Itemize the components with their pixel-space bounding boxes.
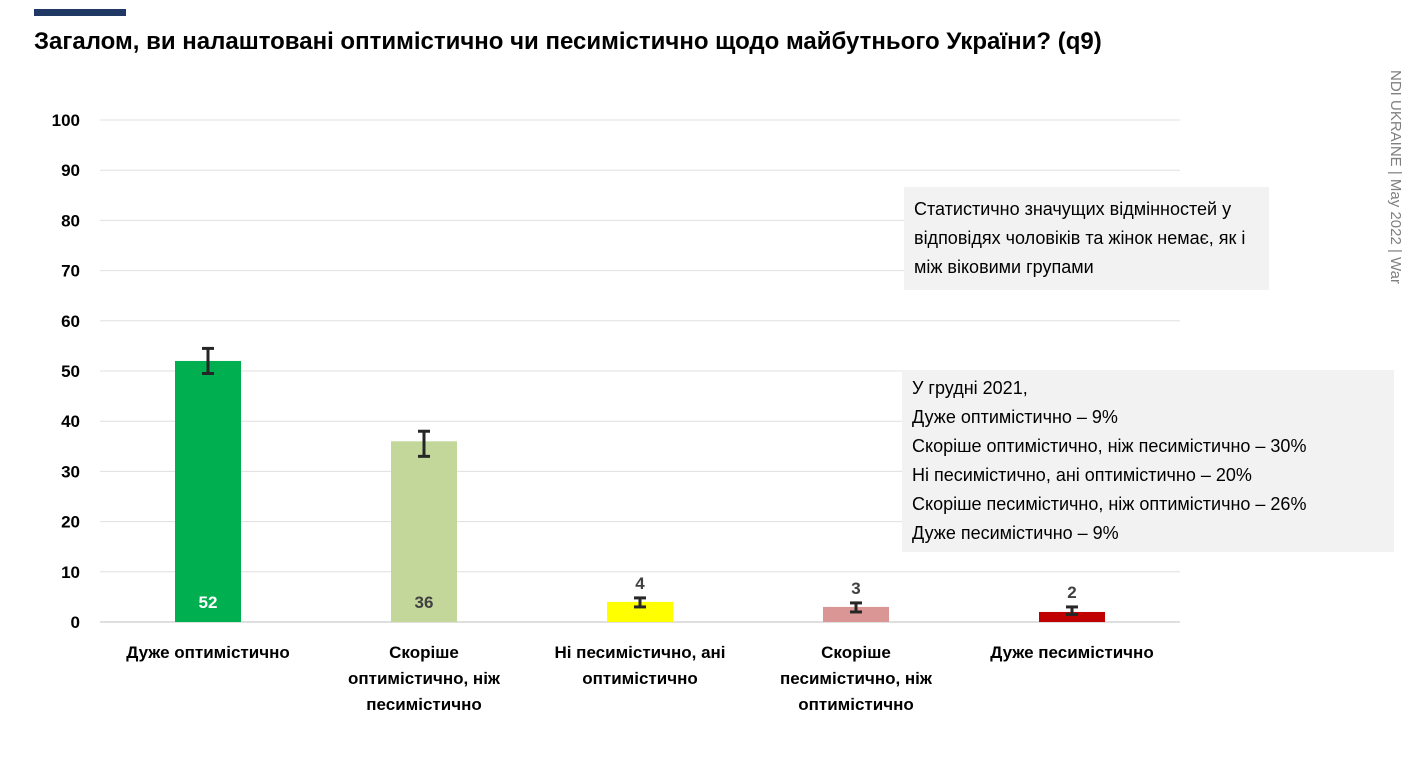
x-tick-label: Скоріше оптимістично, ніж песимістично xyxy=(348,643,500,714)
side-note: NDI UKRAINE | May 2022 | War xyxy=(1387,70,1403,284)
accent-bar xyxy=(34,9,126,16)
bar xyxy=(607,601,673,622)
y-tick-label: 0 xyxy=(71,613,80,632)
y-tick-label: 20 xyxy=(61,513,80,532)
december-2021-note: У грудні 2021, Дуже оптимістично – 9% Скор… xyxy=(902,370,1394,552)
bar xyxy=(175,360,241,622)
significance-note: Статистично значущих відмінностей у відп… xyxy=(904,187,1269,290)
note-line: Дуже песимістично – 9% xyxy=(912,523,1119,543)
data-label: 4 xyxy=(635,574,645,593)
x-tick-label: Ні песимістично, ані оптимістично xyxy=(554,643,726,688)
note-line: Скоріше песимістично, ніж оптимістично –… xyxy=(912,494,1307,514)
y-tick-label: 100 xyxy=(52,111,80,130)
y-tick-label: 50 xyxy=(61,362,80,381)
y-tick-label: 90 xyxy=(61,161,80,180)
y-tick-label: 10 xyxy=(61,563,80,582)
y-tick-label: 80 xyxy=(61,211,80,230)
x-tick-label: Скоріше песимістично, ніж оптимістично xyxy=(780,643,932,714)
note-line: Скоріше оптимістично, ніж песимістично –… xyxy=(912,436,1307,456)
bar xyxy=(1039,611,1105,622)
note-line: У грудні 2021, xyxy=(912,378,1028,398)
y-tick-label: 40 xyxy=(61,412,80,431)
x-tick-label: Дуже оптимістично xyxy=(126,643,290,662)
y-tick-label: 70 xyxy=(61,262,80,281)
data-label: 2 xyxy=(1067,583,1076,602)
y-tick-label: 60 xyxy=(61,312,80,331)
page-title: Загалом, ви налаштовані оптимістично чи … xyxy=(34,28,1102,55)
x-tick-label: Дуже песимістично xyxy=(990,643,1154,662)
note-line: Дуже оптимістично – 9% xyxy=(912,407,1118,427)
y-tick-label: 30 xyxy=(61,462,80,481)
note-line: Ні песимістично, ані оптимістично – 20% xyxy=(912,465,1252,485)
bar xyxy=(823,606,889,622)
data-label: 36 xyxy=(415,593,434,612)
data-label: 52 xyxy=(199,593,218,612)
bar xyxy=(391,441,457,622)
data-label: 3 xyxy=(851,579,860,598)
